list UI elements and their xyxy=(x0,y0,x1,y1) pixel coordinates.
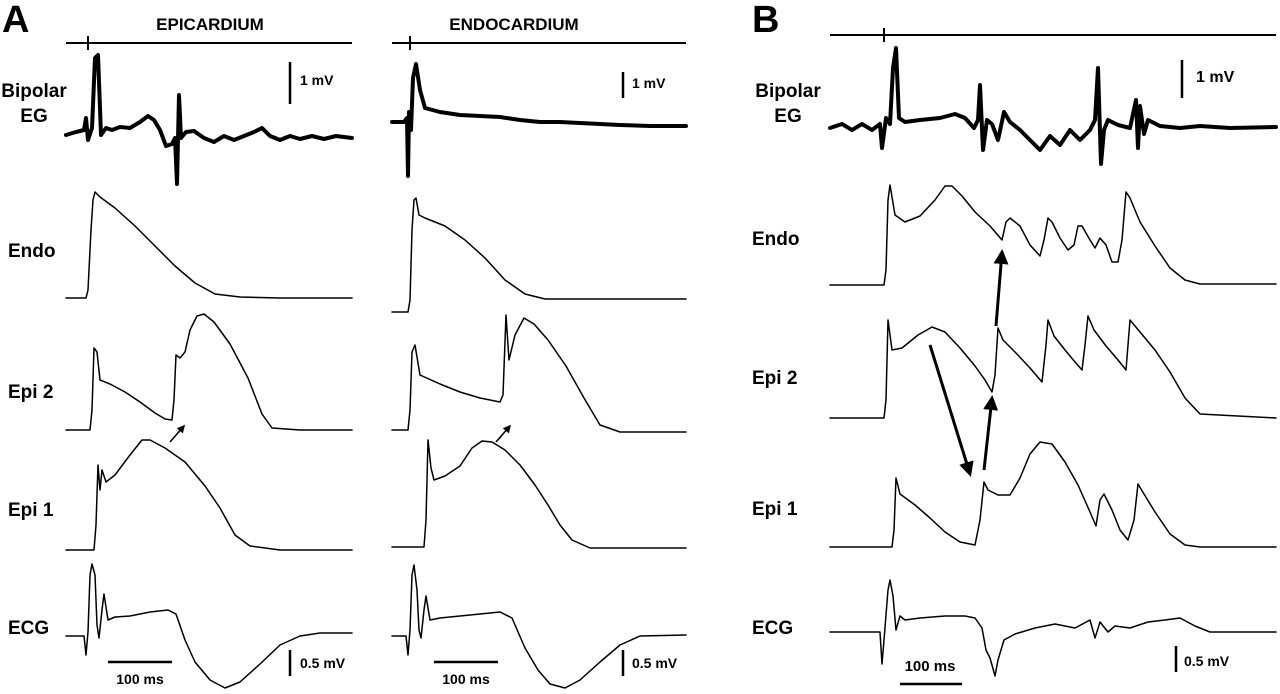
panel-b-letter: B xyxy=(752,0,779,41)
stimulus-line-endocardium xyxy=(392,36,686,50)
trace-ecg-epicardium xyxy=(65,563,353,689)
ecg-scale-label-b: 0.5 mV xyxy=(1184,653,1230,669)
row-label-endo-b: Endo xyxy=(752,229,800,250)
row-label-epi1-a: Epi 1 xyxy=(8,500,54,521)
row-label-bipolar-b: Bipolar xyxy=(755,81,821,102)
arrow-epi2-endocardium xyxy=(495,424,512,443)
ecg-scale-label-endo: 0.5 mV xyxy=(632,655,678,671)
trace-epi1-epicardium xyxy=(65,439,353,551)
trace-endo-endocardium xyxy=(391,197,687,313)
arrow-epi2-epicardium xyxy=(169,424,186,443)
row-label-eg-b: EG xyxy=(774,106,801,127)
row-label-eg-a: EG xyxy=(20,106,47,127)
trace-ecg-endocardium xyxy=(391,564,687,689)
row-label-ecg-b: ECG xyxy=(752,618,793,639)
voltage-scale-label-epi: 1 mV xyxy=(300,72,334,88)
voltage-scale-label-b: 1 mV xyxy=(1196,69,1235,86)
trace-bipolar-eg-panel-b xyxy=(828,46,1278,166)
trace-epi2-panel-b xyxy=(829,315,1277,419)
row-label-bipolar-a: Bipolar xyxy=(1,81,67,102)
stimulus-line-panel-b xyxy=(830,28,1276,42)
endocardium-title: ENDOCARDIUM xyxy=(449,15,578,34)
arrow-epi2-to-endo-panel-b xyxy=(993,249,1009,327)
trace-bipolar-eg-endocardium xyxy=(390,62,688,178)
arrow-epi2-to-epi1-panel-b xyxy=(928,344,974,477)
trace-epi2-endocardium xyxy=(391,314,687,433)
epicardium-title: EPICARDIUM xyxy=(156,15,264,34)
trace-epi2-epicardium xyxy=(65,313,353,431)
trace-endo-epicardium xyxy=(65,191,353,299)
time-scale-label-endo: 100 ms xyxy=(442,671,490,687)
trace-ecg-panel-b xyxy=(829,579,1277,677)
row-label-epi1-b: Epi 1 xyxy=(752,499,798,520)
time-scale-label-b: 100 ms xyxy=(905,658,956,675)
arrow-epi1-to-epi2-panel-b xyxy=(982,395,999,471)
trace-epi1-panel-b xyxy=(829,441,1277,548)
row-label-epi2-b: Epi 2 xyxy=(752,368,797,389)
trace-bipolar-eg-epicardium xyxy=(64,53,354,186)
row-label-epi2-a: Epi 2 xyxy=(8,382,53,403)
stimulus-line-epicardium xyxy=(66,36,352,50)
ecg-scale-label-epi: 0.5 mV xyxy=(300,655,346,671)
row-label-endo-a: Endo xyxy=(8,241,56,262)
panel-a-letter: A xyxy=(2,0,29,41)
row-label-ecg-a: ECG xyxy=(8,618,49,639)
time-scale-label-epi: 100 ms xyxy=(116,671,164,687)
trace-endo-panel-b xyxy=(829,184,1277,286)
trace-epi1-endocardium xyxy=(391,439,687,549)
voltage-scale-label-endo: 1 mV xyxy=(632,75,666,91)
